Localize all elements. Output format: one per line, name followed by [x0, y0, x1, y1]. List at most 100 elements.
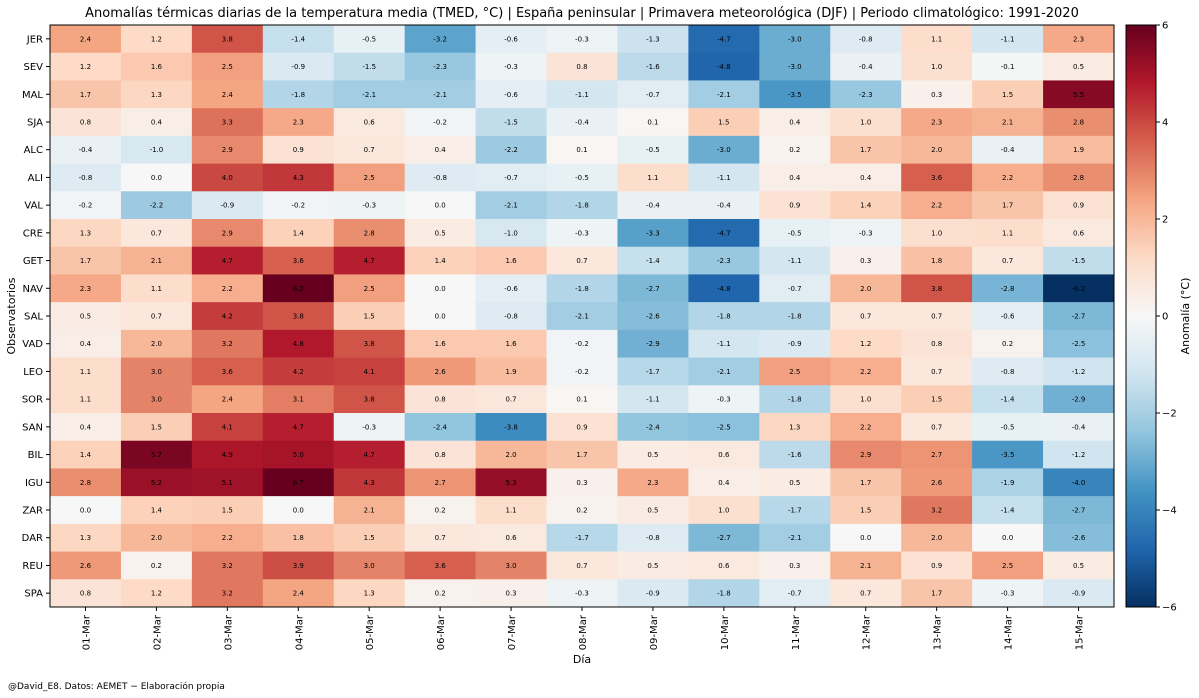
cell-value-label: 0.7 — [931, 368, 942, 376]
cell-value-label: 3.0 — [151, 396, 162, 404]
heatmap-cell — [830, 52, 902, 81]
cell-value-label: 1.4 — [293, 229, 305, 237]
heatmap-cell — [1043, 496, 1115, 525]
cell-value-label: 1.0 — [860, 119, 871, 127]
cell-value-label: -1.8 — [717, 313, 731, 321]
cell-value-label: 0.7 — [435, 534, 446, 542]
cell-value-label: -4.8 — [717, 63, 731, 71]
cell-value-label: 3.2 — [931, 507, 942, 515]
heatmap-cell — [972, 468, 1044, 497]
heatmap-cell — [404, 52, 476, 81]
cell-value-label: -0.8 — [1001, 368, 1015, 376]
heatmap-cell — [901, 551, 973, 580]
cell-value-label: 1.9 — [505, 368, 516, 376]
cell-value-label: 3.6 — [931, 174, 943, 182]
cell-value-label: 1.5 — [931, 396, 942, 404]
cell-value-label: 1.1 — [505, 507, 516, 515]
cell-value-label: 0.0 — [80, 507, 91, 515]
heatmap-cell — [546, 302, 618, 331]
heatmap-cell — [617, 135, 689, 164]
cell-value-label: -1.8 — [788, 396, 802, 404]
heatmap-cell — [120, 274, 193, 303]
cell-value-label: 1.8 — [293, 534, 304, 542]
heatmap-cell — [546, 468, 618, 497]
cell-value-label: -0.2 — [575, 368, 589, 376]
heatmap-cell — [759, 135, 831, 164]
cell-value-label: 0.6 — [1073, 229, 1085, 237]
heatmap-cell — [475, 579, 547, 608]
cell-value-label: -0.8 — [646, 534, 660, 542]
cell-value-label: -1.1 — [717, 340, 731, 348]
y-tick-label: SJA — [27, 118, 43, 129]
heatmap-cell — [475, 551, 547, 580]
heatmap-cell — [901, 246, 973, 275]
cell-value-label: -2.5 — [1072, 340, 1086, 348]
heatmap-cell — [191, 80, 264, 109]
cell-value-label: 2.0 — [151, 340, 162, 348]
cell-value-label: 2.6 — [435, 368, 447, 376]
cell-value-label: -2.8 — [1001, 285, 1015, 293]
cell-value-label: 2.5 — [222, 63, 233, 71]
cell-value-label: -2.4 — [646, 423, 660, 431]
cell-value-label: -0.6 — [504, 35, 518, 43]
heatmap-cell — [1043, 135, 1115, 164]
cell-value-label: 2.3 — [647, 479, 658, 487]
cell-value-label: 3.3 — [222, 119, 233, 127]
cell-value-label: 0.5 — [80, 313, 91, 321]
x-tick-label: 05-Mar — [365, 614, 376, 650]
heatmap-cell — [901, 302, 973, 331]
x-axis-label: Día — [573, 653, 591, 666]
x-tick-label: 04-Mar — [294, 614, 305, 650]
heatmap-cell — [546, 108, 618, 137]
heatmap-cell — [404, 468, 476, 497]
heatmap-cell — [333, 108, 405, 137]
heatmap-cell — [546, 163, 618, 192]
cell-value-label: 0.7 — [1002, 257, 1013, 265]
heatmap-cell — [830, 551, 902, 580]
cell-value-label: 0.0 — [435, 313, 446, 321]
cell-value-label: -2.2 — [504, 146, 518, 154]
cell-value-label: -1.3 — [646, 35, 660, 43]
cell-value-label: -0.7 — [788, 590, 802, 598]
cell-value-label: -6.2 — [1072, 285, 1086, 293]
cell-value-label: 0.8 — [435, 396, 446, 404]
cell-value-label: -1.8 — [788, 313, 802, 321]
heatmap-cell — [50, 496, 122, 525]
cell-value-label: 0.7 — [931, 423, 942, 431]
cell-value-label: -0.3 — [362, 423, 376, 431]
heatmap-cell — [50, 80, 122, 109]
cell-value-label: -1.4 — [1001, 396, 1015, 404]
y-tick-label: GET — [23, 256, 44, 267]
heatmap-cell — [120, 191, 193, 220]
heatmap-cell — [546, 579, 618, 608]
heatmap-cell — [759, 191, 831, 220]
heatmap-cell — [120, 108, 193, 137]
heatmap-cell — [333, 496, 405, 525]
cell-value-label: -0.3 — [362, 202, 376, 210]
cell-value-label: -3.3 — [646, 229, 660, 237]
cell-value-label: 0.5 — [1073, 562, 1084, 570]
cell-value-label: 1.7 — [860, 479, 871, 487]
y-tick-label: NAV — [22, 284, 43, 295]
cell-value-label: 0.5 — [435, 229, 446, 237]
heatmap-cell — [830, 246, 902, 275]
heatmap-cell — [759, 496, 831, 525]
heatmap-cell — [475, 413, 547, 442]
heatmap-cell — [50, 191, 122, 220]
heatmap-cell — [50, 219, 122, 248]
heatmap-cell — [475, 163, 547, 192]
heatmap-cell — [333, 302, 405, 331]
heatmap-cell — [830, 163, 902, 192]
heatmap-cell — [333, 274, 405, 303]
cell-value-label: 3.0 — [151, 368, 162, 376]
cell-value-label: -2.6 — [646, 313, 660, 321]
y-tick-label: VAL — [24, 201, 43, 212]
heatmap-cell — [1043, 191, 1115, 220]
heatmap-cell — [333, 246, 405, 275]
footer-credit: @David_E8. Datos: AEMET − Elaboración pr… — [8, 681, 225, 692]
cell-value-label: 0.3 — [931, 91, 942, 99]
cell-value-label: -1.1 — [575, 91, 589, 99]
heatmap-cell — [617, 25, 689, 54]
cell-value-label: 2.8 — [80, 479, 91, 487]
cell-value-label: 1.0 — [860, 396, 871, 404]
